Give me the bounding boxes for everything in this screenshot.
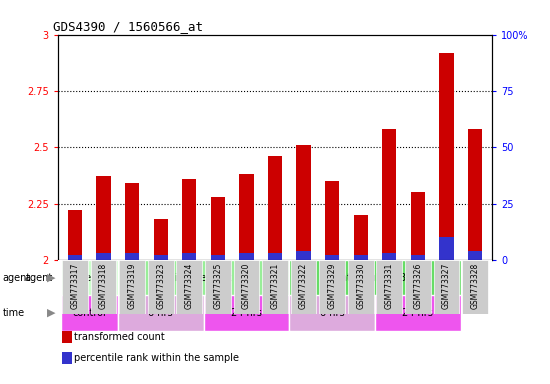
Bar <box>62 353 72 364</box>
Bar <box>325 255 339 260</box>
Text: interferon-α: interferon-α <box>174 273 233 283</box>
Text: 6 hrs: 6 hrs <box>320 308 344 318</box>
Bar <box>354 215 368 260</box>
Text: agent: agent <box>3 273 31 283</box>
Text: GSM773329: GSM773329 <box>328 263 337 309</box>
Text: GSM773321: GSM773321 <box>271 263 279 309</box>
Bar <box>433 260 459 314</box>
Bar <box>411 255 425 260</box>
Bar <box>153 219 168 260</box>
Bar <box>382 253 397 260</box>
Bar <box>320 260 345 314</box>
Text: transformed count: transformed count <box>74 332 165 342</box>
Bar <box>439 237 454 260</box>
Bar <box>119 260 145 314</box>
Bar <box>289 295 375 331</box>
Text: GSM773326: GSM773326 <box>414 263 422 309</box>
Text: ▶: ▶ <box>47 308 55 318</box>
Bar <box>125 253 139 260</box>
Text: GSM773320: GSM773320 <box>242 263 251 309</box>
Bar <box>375 295 461 331</box>
Bar <box>239 174 254 260</box>
Bar <box>68 210 82 260</box>
Bar <box>68 255 82 260</box>
Text: time: time <box>3 308 25 318</box>
Bar <box>289 260 461 295</box>
Bar <box>60 295 118 331</box>
Text: GSM773330: GSM773330 <box>356 263 365 309</box>
Bar <box>177 260 202 314</box>
Text: GSM773322: GSM773322 <box>299 263 308 309</box>
Bar <box>268 156 282 260</box>
Bar <box>439 53 454 260</box>
Text: 24 hrs: 24 hrs <box>231 308 262 318</box>
Bar <box>182 179 196 260</box>
Text: agent: agent <box>24 273 52 283</box>
Bar <box>96 177 111 260</box>
Bar <box>62 260 88 314</box>
Bar <box>377 260 402 314</box>
Text: untreated: untreated <box>65 273 113 283</box>
Bar <box>62 331 72 343</box>
Bar <box>148 260 173 314</box>
Text: GSM773325: GSM773325 <box>213 263 222 309</box>
Bar <box>268 253 282 260</box>
Bar <box>296 251 311 260</box>
Bar <box>291 260 316 314</box>
Bar <box>211 197 225 260</box>
Bar <box>96 253 111 260</box>
Text: GSM773317: GSM773317 <box>70 263 79 309</box>
Text: GSM773328: GSM773328 <box>471 263 480 309</box>
Text: GDS4390 / 1560566_at: GDS4390 / 1560566_at <box>53 20 204 33</box>
Text: GSM773323: GSM773323 <box>156 263 165 309</box>
Bar <box>411 192 425 260</box>
Bar <box>239 253 254 260</box>
Bar <box>211 255 225 260</box>
Text: 24 hrs: 24 hrs <box>403 308 433 318</box>
Bar <box>125 183 139 260</box>
Bar <box>262 260 288 314</box>
Bar <box>234 260 259 314</box>
Bar <box>405 260 431 314</box>
Bar <box>118 260 289 295</box>
Text: 6 hrs: 6 hrs <box>148 308 173 318</box>
Text: control: control <box>72 308 106 318</box>
Bar <box>354 255 368 260</box>
Bar <box>60 260 118 295</box>
Text: GSM773331: GSM773331 <box>385 263 394 309</box>
Bar <box>205 260 230 314</box>
Bar <box>296 145 311 260</box>
Bar <box>382 129 397 260</box>
Bar <box>468 129 482 260</box>
Text: ▶: ▶ <box>47 273 55 283</box>
Bar <box>118 295 204 331</box>
Text: GSM773324: GSM773324 <box>185 263 194 309</box>
Bar <box>153 255 168 260</box>
Bar <box>204 295 289 331</box>
Text: GSM773319: GSM773319 <box>128 263 136 309</box>
Bar <box>91 260 117 314</box>
Bar <box>462 260 488 314</box>
Bar <box>348 260 373 314</box>
Text: GSM773327: GSM773327 <box>442 263 451 309</box>
Bar <box>468 251 482 260</box>
Bar <box>325 181 339 260</box>
Text: interleukin 28B: interleukin 28B <box>338 273 412 283</box>
Text: GSM773318: GSM773318 <box>99 263 108 309</box>
Bar <box>182 253 196 260</box>
Text: percentile rank within the sample: percentile rank within the sample <box>74 353 239 363</box>
